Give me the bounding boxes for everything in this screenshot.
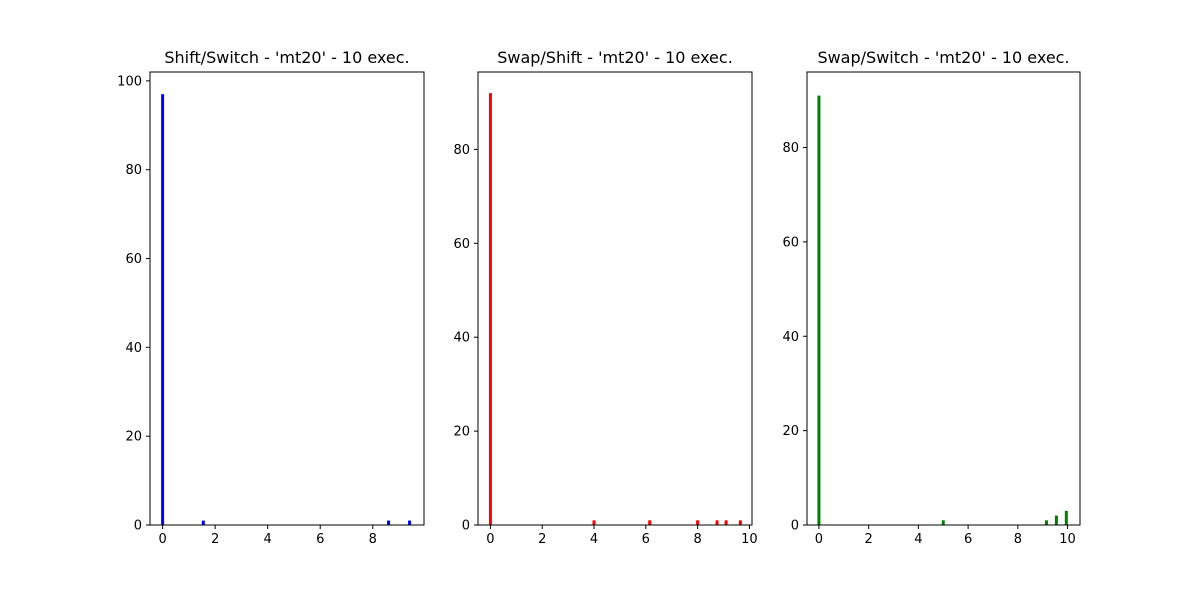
y-tick-label: 40 — [782, 330, 799, 345]
bar — [941, 520, 945, 525]
axes-frame — [806, 71, 1081, 526]
x-tick-label: 0 — [158, 532, 166, 547]
y-tick-label: 40 — [453, 331, 470, 346]
bar — [1044, 520, 1048, 525]
bar — [696, 520, 700, 525]
bar — [161, 94, 165, 526]
bar — [724, 520, 728, 525]
bar — [592, 520, 596, 525]
y-tick-label: 20 — [782, 424, 799, 439]
bar — [201, 520, 205, 525]
y-tick-label: 60 — [782, 235, 799, 250]
bar — [817, 95, 821, 525]
x-tick-label: 2 — [211, 532, 219, 547]
y-tick-label: 100 — [117, 74, 142, 89]
y-tick-label: 80 — [453, 143, 470, 158]
bar — [387, 520, 391, 525]
axes-frame — [149, 71, 425, 526]
x-tick-label: 2 — [865, 532, 873, 547]
y-tick-label: 0 — [791, 519, 799, 534]
bar — [1054, 515, 1058, 525]
chart-panel-2: Swap/Shift - 'mt20' - 10 exec. 0 2 4 6 8 10 0 20… — [453, 48, 757, 547]
bar — [488, 93, 492, 525]
bar — [408, 520, 412, 525]
x-tick-label: 0 — [815, 532, 823, 547]
x-tick-label: 8 — [369, 532, 377, 547]
bar — [648, 520, 652, 525]
x-tick-label: 0 — [486, 532, 494, 547]
x-tick-label: 6 — [642, 532, 650, 547]
chart-title: Swap/Shift - 'mt20' - 10 exec. — [497, 48, 733, 67]
y-tick-label: 20 — [453, 425, 470, 440]
y-tick-label: 60 — [453, 237, 470, 252]
x-tick-label: 4 — [264, 532, 272, 547]
axes-frame — [477, 71, 753, 526]
x-tick-label: 8 — [1014, 532, 1022, 547]
chart-title: Swap/Switch - 'mt20' - 10 exec. — [817, 48, 1069, 67]
y-tick-label: 0 — [462, 519, 470, 534]
y-tick-label: 80 — [782, 141, 799, 156]
chart-panel-1: Shift/Switch - 'mt20' - 10 exec.0 2 4 6 8020… — [117, 48, 425, 547]
bar — [715, 520, 719, 525]
x-tick-label: 6 — [964, 532, 972, 547]
chart-title: Shift/Switch - 'mt20' - 10 exec. — [164, 48, 409, 67]
y-tick-label: 0 — [134, 519, 142, 534]
y-tick-label: 60 — [125, 252, 142, 267]
x-tick-label: 4 — [914, 532, 922, 547]
x-tick-label: 6 — [316, 532, 324, 547]
x-tick-label: 8 — [693, 532, 701, 547]
bar — [1064, 510, 1068, 525]
x-tick-label: 4 — [590, 532, 598, 547]
y-tick-label: 20 — [125, 430, 142, 445]
x-tick-label: 10 — [741, 532, 758, 547]
x-tick-label: 10 — [1059, 532, 1076, 547]
x-tick-label: 2 — [538, 532, 546, 547]
y-tick-label: 40 — [125, 341, 142, 356]
bar — [738, 520, 742, 525]
chart-panel-3: Swap/Switch - 'mt20' - 10 exec. 0 2 4 6 8 10 0 2… — [782, 48, 1081, 547]
y-tick-label: 80 — [125, 163, 142, 178]
